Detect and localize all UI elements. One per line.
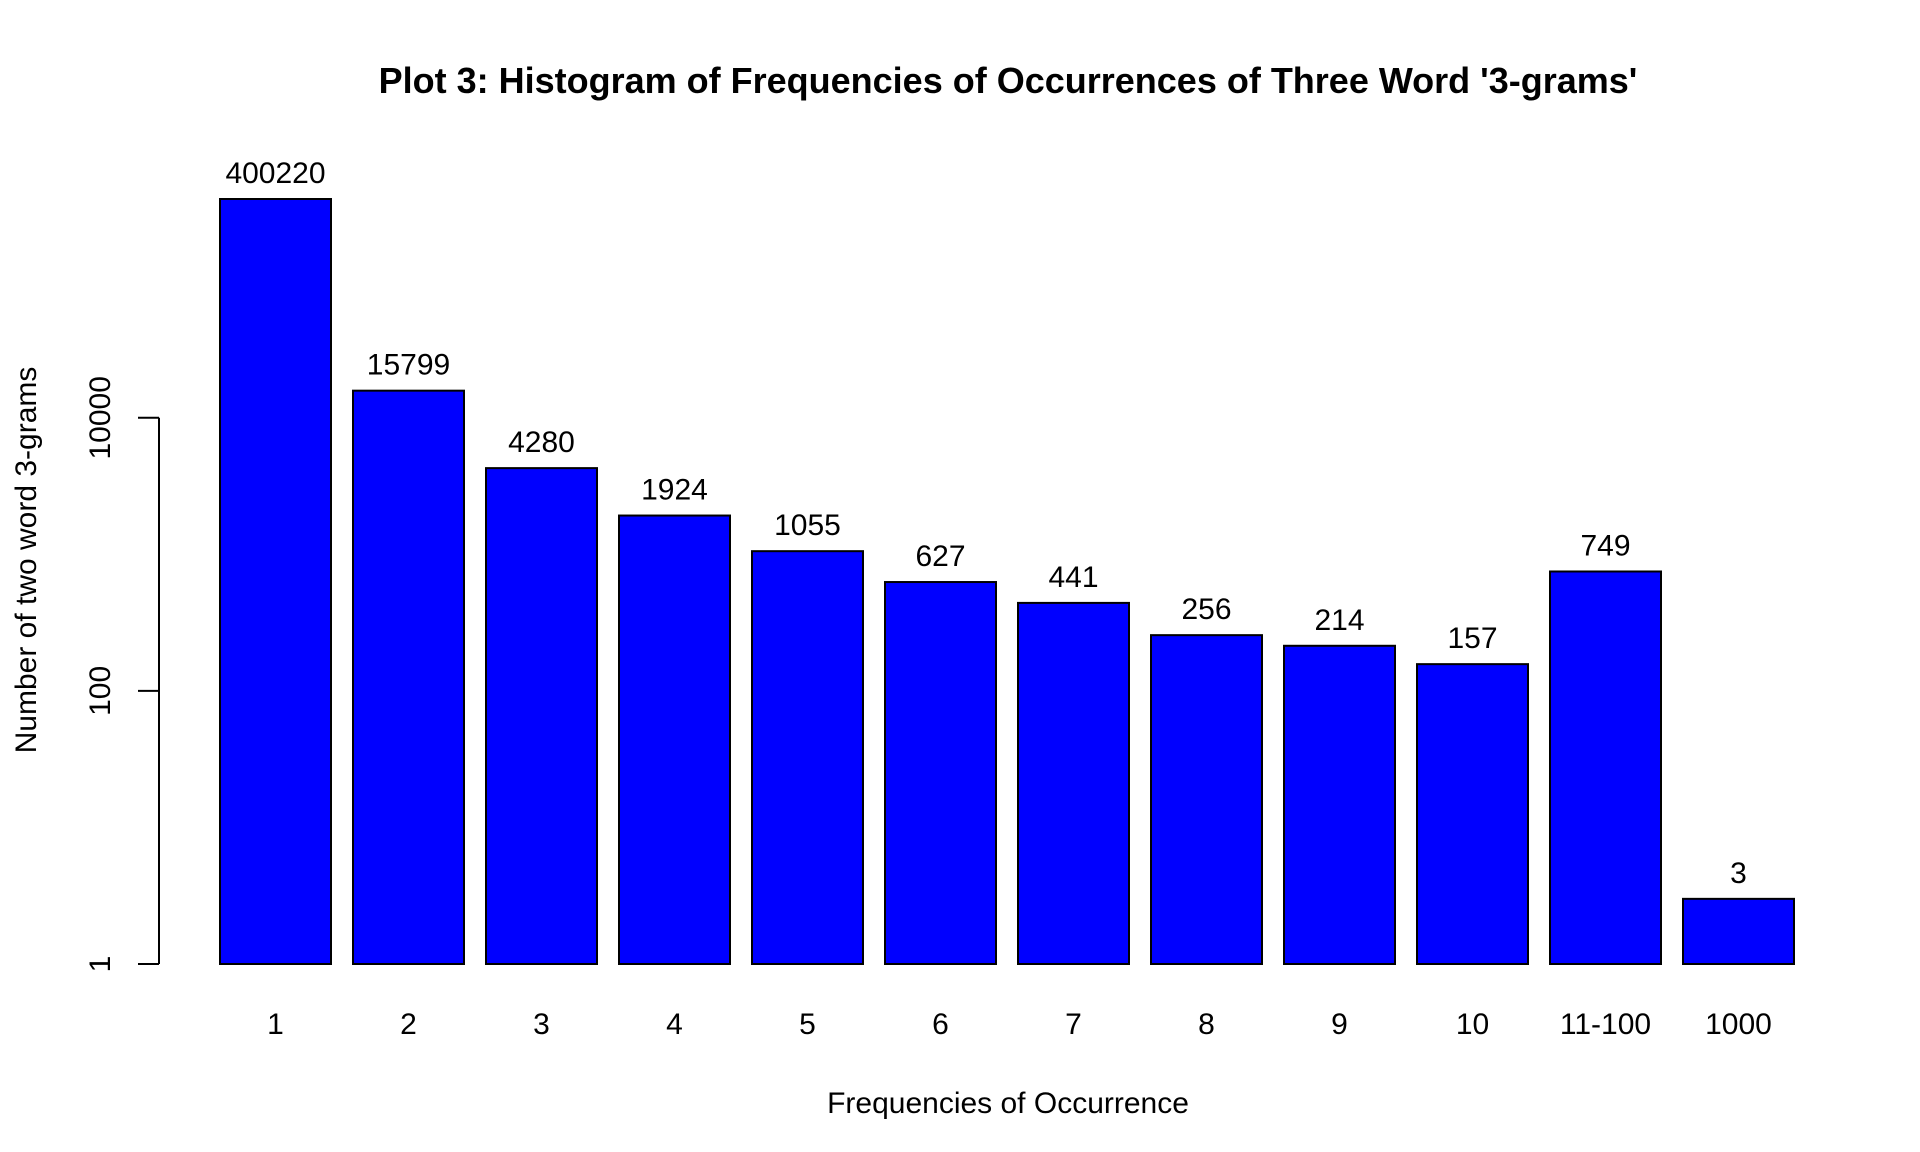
x-tick-label-6: 6	[932, 1008, 949, 1041]
bar-7	[1017, 601, 1130, 966]
x-axis-label: Frequencies of Occurrence	[827, 1087, 1189, 1120]
x-tick-label-1: 1	[267, 1008, 284, 1041]
x-tick-label-2: 2	[400, 1008, 417, 1041]
y-tick-label-100: 100	[84, 666, 117, 716]
y-tick-label-10000: 10000	[84, 376, 117, 459]
data-label-8: 256	[1181, 593, 1231, 626]
data-label-1: 400220	[225, 157, 325, 190]
data-label-1000: 3	[1730, 857, 1747, 890]
bar-2	[352, 389, 465, 965]
bar-6	[884, 581, 997, 966]
bar-1	[219, 198, 332, 965]
data-label-9: 214	[1314, 604, 1364, 637]
bar-4	[618, 514, 731, 965]
data-label-10: 157	[1447, 622, 1497, 655]
bar-9	[1283, 644, 1396, 966]
bar-3	[485, 467, 598, 965]
bar-5	[751, 550, 864, 965]
x-tick-label-9: 9	[1331, 1008, 1348, 1041]
x-tick-label-1000: 1000	[1705, 1008, 1772, 1041]
bar-11-100	[1549, 570, 1662, 965]
bar-10	[1416, 663, 1529, 965]
chart-title: Plot 3: Histogram of Frequencies of Occu…	[379, 60, 1638, 101]
x-tick-label-10: 10	[1456, 1008, 1489, 1041]
y-tick-label-1: 1	[84, 956, 117, 973]
data-label-7: 441	[1048, 561, 1098, 594]
bar-1000	[1682, 897, 1795, 965]
x-tick-label-5: 5	[799, 1008, 816, 1041]
x-tick-label-11-100: 11-100	[1560, 1008, 1651, 1041]
y-axis-label: Number of two word 3-grams	[10, 367, 43, 754]
bar-8	[1150, 634, 1263, 965]
data-label-6: 627	[915, 540, 965, 573]
data-label-5: 1055	[774, 509, 841, 542]
x-tick-labels: 1 2 3 4 5 6 7 8 9 10 11-100 1000	[267, 1008, 1772, 1041]
data-label-11-100: 749	[1580, 529, 1630, 562]
data-labels: 400220 15799 4280 1924 1055 627 441 256 214 157 74…	[225, 157, 1746, 890]
x-tick-label-4: 4	[666, 1008, 683, 1041]
data-label-4: 1924	[641, 474, 708, 507]
y-axis: 1 100 10000	[84, 376, 160, 973]
data-label-2: 15799	[367, 349, 450, 382]
data-label-3: 4280	[508, 426, 575, 459]
x-tick-label-3: 3	[533, 1008, 550, 1041]
x-tick-label-7: 7	[1065, 1008, 1082, 1041]
x-tick-label-8: 8	[1198, 1008, 1215, 1041]
bars	[219, 198, 1795, 966]
